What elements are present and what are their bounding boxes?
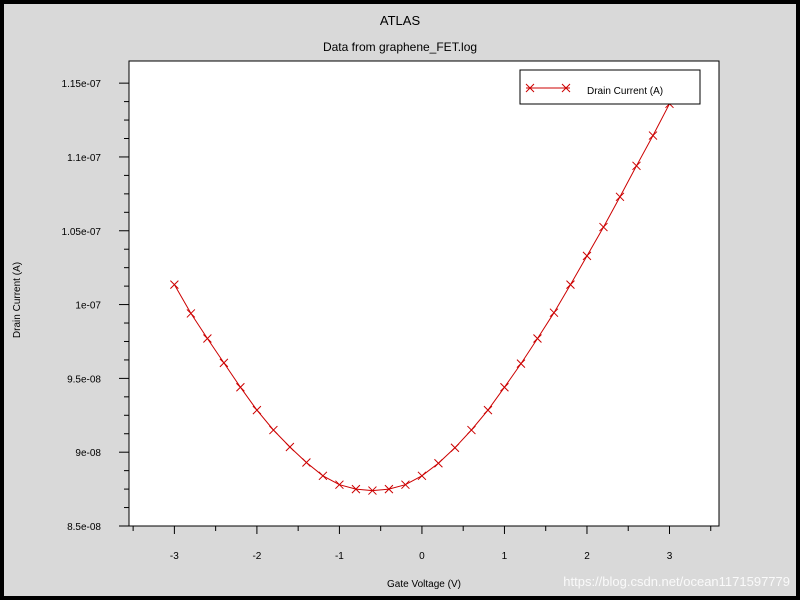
y-tick-label: 8.5e-08 bbox=[67, 522, 101, 533]
y-tick-label: 1.1e-07 bbox=[67, 153, 101, 164]
data-point-marker bbox=[302, 458, 311, 467]
data-point-marker bbox=[516, 359, 526, 368]
data-point-marker bbox=[252, 405, 262, 415]
data-point-marker bbox=[467, 425, 476, 435]
data-point-marker bbox=[483, 405, 493, 415]
data-point-marker bbox=[648, 131, 658, 140]
data-point-marker bbox=[401, 480, 410, 490]
data-point-marker bbox=[368, 486, 377, 495]
y-tick-label: 9.5e-08 bbox=[67, 374, 101, 385]
data-point-marker bbox=[549, 308, 559, 318]
x-tick-label: 1 bbox=[502, 551, 508, 562]
data-point-marker bbox=[236, 382, 245, 392]
data-point-marker bbox=[582, 251, 592, 261]
data-point-marker bbox=[219, 358, 229, 368]
data-point-marker bbox=[351, 484, 361, 494]
data-point-marker bbox=[203, 334, 212, 343]
data-point-marker bbox=[285, 442, 295, 452]
legend-x-marker bbox=[561, 83, 571, 93]
data-point-marker bbox=[417, 471, 427, 481]
legend: Drain Current (A) bbox=[519, 69, 701, 105]
y-tick-label: 9e-08 bbox=[75, 448, 101, 459]
x-tick-label: -2 bbox=[252, 551, 261, 562]
data-point-marker bbox=[170, 280, 179, 289]
watermark: https://blog.csdn.net/ocean1171597779 bbox=[563, 574, 790, 589]
data-point-marker bbox=[533, 334, 542, 343]
x-tick-label: 0 bbox=[419, 551, 425, 562]
legend-box bbox=[519, 69, 701, 105]
y-axis-label: Drain Current (A) bbox=[12, 262, 23, 338]
data-point-marker bbox=[599, 222, 608, 232]
x-axis: -3 -2 -1 0 1 2 3 bbox=[132, 526, 712, 562]
x-axis-label: Gate Voltage (V) bbox=[387, 579, 461, 590]
data-point-marker bbox=[632, 161, 641, 171]
y-axis: 8.5e-08 9e-08 9.5e-08 1e-07 1.05e-07 1.1e-07 1… bbox=[62, 79, 129, 533]
x-tick-label: 3 bbox=[667, 551, 673, 562]
data-point-marker bbox=[566, 280, 575, 289]
chart-title: ATLAS bbox=[380, 13, 421, 28]
data-point-marker bbox=[269, 425, 278, 435]
legend-x-marker bbox=[525, 83, 535, 93]
legend-label: Drain Current (A) bbox=[587, 86, 663, 97]
series-layer bbox=[170, 99, 674, 495]
y-tick-label: 1e-07 bbox=[75, 301, 101, 312]
data-point-marker bbox=[500, 382, 509, 392]
data-point-marker bbox=[615, 192, 625, 202]
y-tick-label: 1.05e-07 bbox=[62, 227, 102, 238]
data-point-marker bbox=[186, 309, 196, 318]
x-tick-label: 2 bbox=[584, 551, 590, 562]
data-point-marker bbox=[318, 471, 328, 481]
data-point-marker bbox=[384, 484, 394, 494]
y-tick-label: 1.15e-07 bbox=[62, 79, 102, 90]
data-point-marker bbox=[434, 458, 443, 468]
data-point-marker bbox=[450, 443, 460, 453]
x-tick-label: -3 bbox=[170, 551, 179, 562]
plot-area bbox=[128, 60, 720, 527]
x-tick-label: -1 bbox=[335, 551, 344, 562]
data-point-marker bbox=[335, 480, 344, 490]
chart-subtitle: Data from graphene_FET.log bbox=[323, 40, 477, 54]
